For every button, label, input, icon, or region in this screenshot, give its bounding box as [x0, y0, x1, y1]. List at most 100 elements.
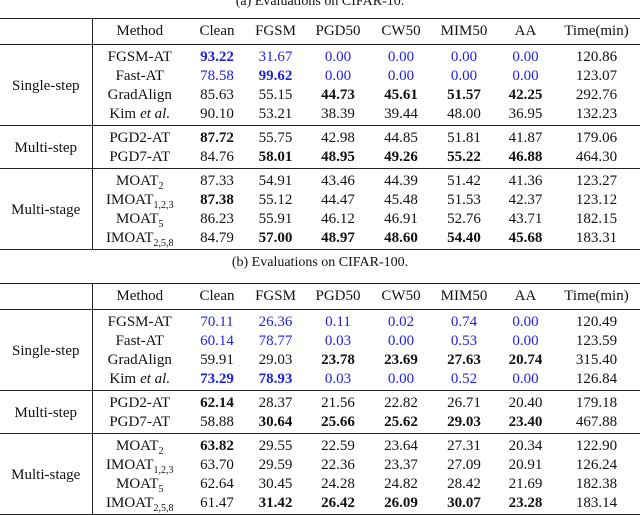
header-cell: FGSM: [247, 18, 304, 45]
method-cell: PGD7-AT: [91, 412, 187, 434]
method-cell: Kim et al.: [91, 369, 187, 391]
value-cell: 292.76: [575, 86, 618, 103]
value-cell: 0.00: [387, 332, 415, 349]
value-cell: 43.46: [321, 172, 355, 189]
value-cell: 87.33: [200, 172, 234, 189]
table-row: Multi-step PGD2-AT 87.72 55.75 42.98 44.85 51.…: [0, 125, 640, 156]
method-name: MOAT: [115, 172, 159, 189]
header-row: Method Clean FGSM PGD50 CW50 MIM50 AA Time(min): [0, 18, 640, 45]
method-name: PGD7-AT: [109, 148, 171, 165]
method-subscript: 5: [158, 218, 164, 230]
value-cell: 52.76: [447, 210, 481, 227]
method-cell: Fast-AT: [91, 331, 187, 350]
method-cell: IMOAT1,2,3: [91, 190, 187, 210]
value-cell: 179.18: [575, 394, 618, 411]
value-cell: 99.62: [258, 67, 293, 84]
value-cell: 23.37: [384, 456, 418, 473]
value-cell: 46.91: [384, 210, 418, 227]
value-cell: 30.64: [258, 413, 293, 430]
value-cell: 0.03: [324, 332, 352, 349]
value-cell: 0.00: [324, 67, 352, 84]
value-cell: 63.70: [200, 456, 234, 473]
row-group: Multi-step PGD2-AT 87.72 55.75 42.98 44.85 51.…: [0, 125, 640, 169]
method-subscript: 5: [158, 483, 164, 495]
header-cell: AA: [498, 18, 553, 45]
row-group: Single-step FGSM-AT 70.11 26.36 0.11 0.02 0.74…: [0, 309, 640, 391]
value-cell: 30.07: [447, 494, 481, 511]
header-cell: [0, 18, 92, 45]
value-cell: 20.34: [508, 437, 543, 454]
header-cell: Clean: [187, 283, 247, 310]
method-subscript: 2: [158, 180, 164, 192]
method-name: Fast-AT: [115, 67, 164, 84]
table-row: Kim et al. 73.29 78.93 0.03 0.00 0.52 0.00 126.8…: [0, 369, 640, 391]
value-cell: 0.00: [512, 48, 539, 65]
value-cell: 183.14: [575, 494, 618, 511]
header-cell: Method: [91, 283, 187, 310]
value-cell: 58.88: [200, 413, 234, 430]
row-group: Multi-stage MOAT2 87.33 54.91 43.46 44.39 51.4…: [0, 168, 640, 250]
table-row: Multi-stage MOAT2 63.82 29.55 22.59 23.64 27.3…: [0, 433, 640, 483]
value-cell: 73.29: [200, 370, 234, 387]
value-cell: 62.64: [200, 475, 234, 492]
header-cell: CW50: [372, 18, 430, 45]
value-cell: 57.00: [258, 229, 293, 246]
value-cell: 20.91: [508, 456, 543, 473]
value-cell: 87.72: [200, 129, 234, 146]
method-cell: MOAT2: [91, 168, 187, 192]
table-row: Fast-AT 60.14 78.77 0.03 0.00 0.53 0.00 123.59: [0, 331, 640, 350]
value-cell: 93.22: [200, 48, 234, 65]
row-group: Multi-step PGD2-AT 62.14 28.37 21.56 22.82 26.…: [0, 390, 640, 434]
method-cell: IMOAT2,5,8: [91, 228, 187, 250]
value-cell: 0.52: [450, 370, 478, 387]
method-name: Kim: [109, 105, 137, 122]
value-cell: 27.31: [447, 437, 481, 454]
value-cell: 25.66: [321, 413, 355, 430]
value-cell: 78.93: [258, 370, 293, 387]
value-cell: 63.82: [200, 437, 234, 454]
header-cell: PGD50: [304, 283, 372, 310]
value-cell: 0.00: [450, 48, 478, 65]
header-cell: FGSM: [247, 283, 304, 310]
value-cell: 59.91: [200, 351, 234, 368]
table-row: IMOAT1,2,3 63.70 29.59 22.36 23.37 27.09 20.91…: [0, 455, 640, 475]
value-cell: 182.15: [575, 210, 618, 227]
table-row: Kim et al. 90.10 53.21 38.39 39.44 48.00 36.95 1…: [0, 104, 640, 126]
value-cell: 183.31: [575, 229, 618, 246]
method-cell: Fast-AT: [91, 66, 187, 85]
value-cell: 29.03: [258, 351, 293, 368]
method-name: PGD2-AT: [109, 394, 171, 411]
value-cell: 41.87: [508, 129, 543, 146]
value-cell: 126.84: [575, 370, 618, 387]
value-cell: 26.42: [321, 494, 355, 511]
value-cell: 55.15: [258, 86, 293, 103]
method-cell: FGSM-AT: [91, 309, 187, 331]
header-cell: PGD50: [304, 18, 372, 45]
table-row: Multi-stage MOAT2 87.33 54.91 43.46 44.39 51.4…: [0, 168, 640, 218]
value-cell: 0.00: [387, 370, 415, 387]
value-cell: 51.57: [447, 86, 481, 103]
value-cell: 55.12: [258, 191, 293, 208]
value-cell: 58.01: [258, 148, 293, 165]
method-name: GradAlign: [107, 351, 172, 368]
header-cell: [0, 283, 92, 310]
value-cell: 42.98: [321, 129, 355, 146]
table-caption: (b) Evaluations on CIFAR-100.: [231, 255, 409, 270]
table-row: Single-step FGSM-AT 93.22 31.67 0.00 0.00 0.00…: [0, 44, 640, 94]
method-cell: IMOAT1,2,3: [91, 455, 187, 475]
group-label: Multi-step: [14, 405, 78, 421]
value-cell: 60.14: [200, 332, 234, 349]
group-label: Multi-stage: [11, 202, 81, 218]
table-row: MOAT5 86.23 55.91 46.12 46.91 52.76 43.71 182.1…: [0, 209, 640, 230]
value-cell: 28.42: [447, 475, 481, 492]
value-cell: 123.07: [575, 67, 618, 84]
value-cell: 39.44: [384, 105, 418, 122]
value-cell: 53.21: [258, 105, 293, 122]
value-cell: 78.77: [258, 332, 293, 349]
value-cell: 42.37: [508, 191, 543, 208]
value-cell: 24.82: [384, 475, 418, 492]
method-cell: GradAlign: [91, 350, 187, 369]
value-cell: 42.25: [508, 86, 543, 103]
method-name: IMOAT: [106, 494, 154, 511]
